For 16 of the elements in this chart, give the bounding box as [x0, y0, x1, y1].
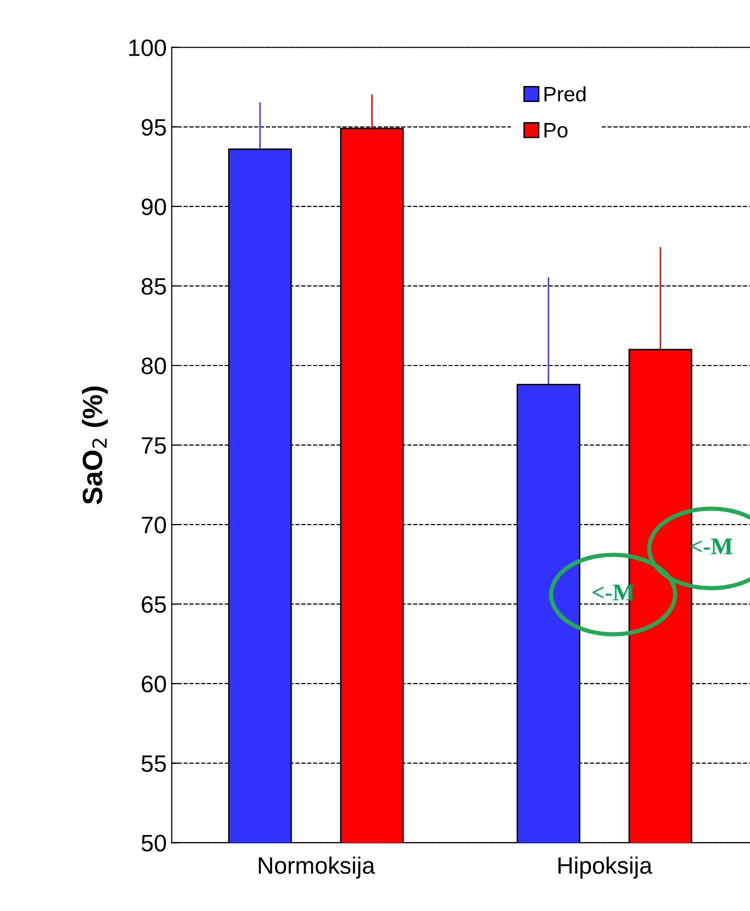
legend-label: Pred [544, 86, 586, 102]
y-tick-label: 50 [142, 834, 166, 852]
y-tick-label: 60 [142, 676, 166, 692]
y-tick-label: 85 [142, 278, 166, 295]
y-tick-label: 55 [142, 755, 166, 772]
y-tick-label: 65 [142, 596, 166, 613]
y-tick-label: 100 [129, 39, 166, 56]
y-tick-label: 95 [142, 118, 166, 136]
y-tick-label: 80 [142, 358, 166, 374]
legend-label: Po [544, 123, 568, 138]
y-tick-label: 70 [142, 516, 166, 534]
x-tick-label: Hipoksija [558, 856, 652, 879]
x-tick-label: Normoksija [258, 856, 376, 879]
y-tick-label: 75 [142, 437, 166, 454]
y-tick-label: 90 [142, 198, 166, 216]
y-axis-title: SaO$_{2}$ (%) [82, 386, 108, 504]
